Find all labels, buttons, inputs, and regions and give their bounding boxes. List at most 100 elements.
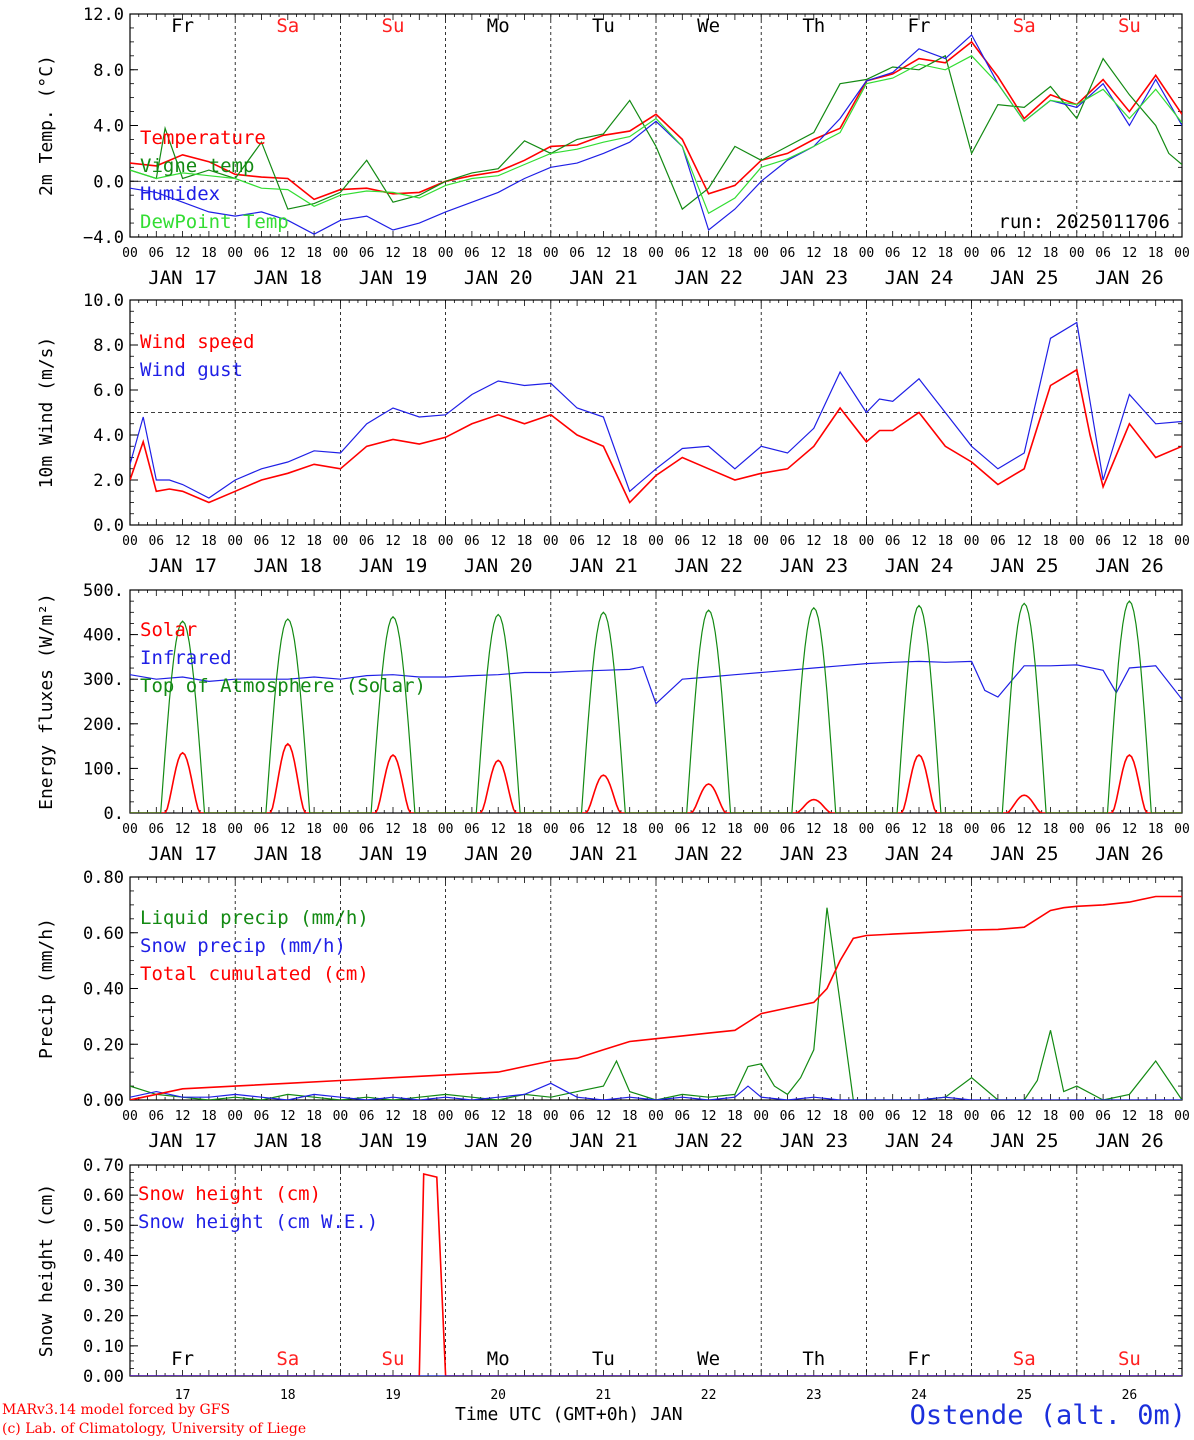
hour-tick-label: 12: [490, 534, 506, 549]
hour-tick-label: 12: [911, 1109, 927, 1124]
hour-tick-label: 06: [674, 1109, 690, 1124]
hour-tick-label: 06: [148, 1109, 164, 1124]
date-label: JAN 18: [253, 555, 322, 577]
hour-tick-label: 18: [1148, 534, 1164, 549]
hour-tick-label: 06: [359, 822, 375, 837]
hour-tick-label: 18: [517, 534, 533, 549]
day-name-label: Fr: [171, 1348, 194, 1370]
hour-tick-label: 06: [569, 534, 585, 549]
date-label: JAN 19: [359, 555, 428, 577]
station-label: Ostende (alt. 0m): [909, 1400, 1186, 1431]
hour-tick-label: 00: [964, 534, 980, 549]
y-tick-label: 6.0: [93, 381, 124, 401]
y-tick-label: 8.0: [93, 61, 124, 81]
hour-tick-label: 18: [832, 246, 848, 261]
y-tick-label: 0.50: [83, 1216, 124, 1236]
series-line-wind-speed: [130, 368, 1182, 504]
day-name-label: Su: [382, 15, 405, 37]
hour-tick-label: 00: [753, 1109, 769, 1124]
date-label: JAN 21: [569, 843, 638, 865]
date-label: JAN 18: [253, 1130, 322, 1152]
day-name-label: Fr: [171, 15, 194, 37]
day-number-label: 22: [701, 1388, 717, 1403]
hour-tick-label: 00: [543, 822, 559, 837]
legend-entry: Humidex: [140, 183, 220, 205]
hour-tick-label: 18: [832, 822, 848, 837]
day-name-label: Sa: [1013, 1348, 1036, 1370]
hour-tick-label: 00: [438, 534, 454, 549]
y-tick-label: 0.80: [83, 868, 124, 888]
hour-tick-label: 12: [911, 822, 927, 837]
day-name-label: Mo: [487, 1348, 510, 1370]
hour-tick-label: 18: [727, 1109, 743, 1124]
day-name-label: Su: [1118, 15, 1141, 37]
legend-entry: Wind gust: [140, 359, 243, 381]
date-label: JAN 24: [885, 1130, 954, 1152]
legend-entry: Total cumulated (cm): [140, 963, 369, 985]
legend-entry: Infrared: [140, 647, 232, 669]
date-label: JAN 22: [674, 843, 743, 865]
hour-tick-label: 06: [780, 534, 796, 549]
hour-tick-label: 12: [280, 246, 296, 261]
hour-tick-label: 18: [832, 534, 848, 549]
hour-tick-label: 18: [411, 534, 427, 549]
hour-tick-label: 00: [438, 246, 454, 261]
y-axis-label: Precip (mm/h): [36, 918, 57, 1059]
hour-tick-label: 00: [1069, 1109, 1085, 1124]
hour-tick-label: 06: [1095, 1109, 1111, 1124]
run-annotation: run: 2025011706: [998, 211, 1170, 233]
day-name-label: Su: [1118, 1348, 1141, 1370]
y-axis-label: 2m Temp. (°C): [36, 55, 57, 196]
series-line-total-cumulated-cm: [130, 895, 1182, 1100]
panel-3: 0. 100. 200. 300. 400. 500. Energy fluxes (W/m…: [36, 581, 1190, 865]
panel-4: 0.00 0.20 0.40 0.60 0.80 Precip (mm/h) 00 06 12 1…: [36, 868, 1190, 1152]
hour-tick-label: 18: [937, 246, 953, 261]
day-number-label: 24: [911, 1388, 927, 1403]
y-axis-label: Energy fluxes (W/m²): [36, 593, 57, 810]
hour-tick-label: 00: [1174, 1109, 1190, 1124]
date-label: JAN 24: [885, 555, 954, 577]
hour-tick-label: 18: [517, 246, 533, 261]
hour-tick-label: 00: [122, 1109, 138, 1124]
hour-tick-label: 00: [1069, 822, 1085, 837]
hour-tick-label: 06: [148, 822, 164, 837]
hour-tick-label: 06: [780, 246, 796, 261]
series-line-temperature: [130, 40, 1182, 201]
date-label: JAN 19: [359, 843, 428, 865]
hour-tick-label: 00: [227, 1109, 243, 1124]
hour-tick-label: 12: [701, 822, 717, 837]
hour-tick-label: 06: [254, 822, 270, 837]
hour-tick-label: 12: [385, 246, 401, 261]
hour-tick-label: 12: [1122, 822, 1138, 837]
hour-tick-label: 12: [806, 534, 822, 549]
hour-tick-label: 18: [1148, 246, 1164, 261]
hour-tick-label: 00: [1174, 534, 1190, 549]
hour-tick-label: 12: [280, 1109, 296, 1124]
date-label: JAN 17: [148, 555, 217, 577]
y-tick-label: 8.0: [93, 336, 124, 356]
legend-entry: Snow height (cm): [138, 1183, 321, 1205]
hour-tick-label: 00: [859, 1109, 875, 1124]
hour-tick-label: 12: [175, 246, 191, 261]
hour-tick-label: 18: [306, 1109, 322, 1124]
hour-tick-label: 18: [517, 822, 533, 837]
hour-tick-label: 18: [1043, 822, 1059, 837]
date-label: JAN 19: [359, 267, 428, 289]
date-label: JAN 17: [148, 843, 217, 865]
hour-tick-label: 06: [1095, 246, 1111, 261]
y-tick-label: 400.: [83, 626, 124, 646]
hour-tick-label: 00: [333, 246, 349, 261]
y-tick-label: 0.20: [83, 1035, 124, 1055]
hour-tick-label: 00: [648, 246, 664, 261]
hour-tick-label: 06: [254, 1109, 270, 1124]
hour-tick-label: 00: [1069, 534, 1085, 549]
hour-tick-label: 18: [937, 1109, 953, 1124]
hour-tick-label: 18: [727, 822, 743, 837]
day-name-label: Sa: [1013, 15, 1036, 37]
date-label: JAN 23: [779, 267, 848, 289]
hour-tick-label: 12: [1016, 1109, 1032, 1124]
y-tick-label: 0.40: [83, 980, 124, 1000]
hour-tick-label: 12: [701, 534, 717, 549]
series-line-infrared: [130, 660, 1182, 705]
date-label: JAN 17: [148, 267, 217, 289]
